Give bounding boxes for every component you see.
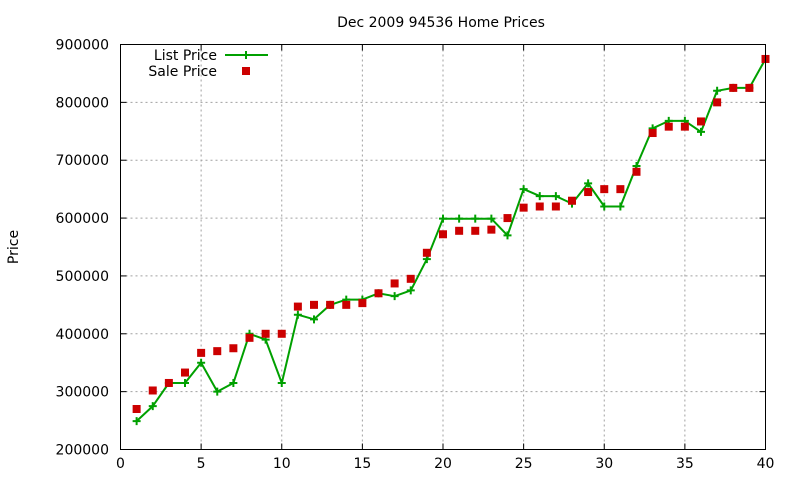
list-price-point	[406, 286, 415, 295]
sale-price-point	[358, 299, 367, 308]
sale-price-point	[197, 348, 206, 357]
sale-price-point	[487, 225, 496, 234]
legend-label: Sale Price	[148, 64, 217, 80]
series-layer	[132, 54, 770, 426]
list-price-point	[471, 214, 480, 223]
list-price-point	[181, 378, 189, 387]
sale-price-point	[713, 98, 722, 107]
list-price-point	[503, 231, 512, 240]
sale-price-point	[568, 196, 576, 205]
x-tick-label: 20	[434, 456, 452, 472]
y-tick-label: 700000	[56, 153, 109, 169]
series-sale-price	[132, 54, 770, 413]
axis-ticks: 0 5 10 15 20 25 30 35 40 200000 300000 400000 500000…	[56, 38, 775, 473]
list-price-point	[713, 86, 722, 95]
legend-swatch-marker	[242, 67, 250, 75]
x-tick-label: 5	[197, 456, 206, 472]
series-list-price	[132, 54, 770, 426]
list-price-point	[277, 378, 286, 387]
sale-price-point	[600, 185, 609, 194]
list-price-point	[293, 310, 302, 319]
list-price-point	[600, 202, 609, 211]
sale-price-point	[503, 214, 512, 223]
sale-price-point	[519, 203, 528, 212]
sale-price-point	[213, 347, 222, 356]
x-tick-label: 0	[116, 456, 125, 472]
sale-price-point	[664, 122, 673, 131]
sale-price-point	[245, 333, 254, 342]
x-tick-label: 30	[595, 456, 613, 472]
legend-label: List Price	[154, 48, 217, 64]
list-price-point	[455, 214, 464, 223]
sale-price-point	[293, 302, 302, 311]
list-price-point	[616, 202, 625, 211]
sale-price-point	[261, 329, 270, 338]
sale-price-point	[616, 185, 625, 194]
sale-price-point	[697, 117, 705, 126]
sale-price-point	[471, 226, 480, 235]
list-price-point	[439, 214, 447, 223]
sale-price-point	[310, 300, 318, 309]
list-price-point	[148, 402, 157, 411]
sale-price-point	[181, 368, 189, 377]
x-tick-label: 15	[353, 456, 371, 472]
sale-price-point	[326, 300, 335, 309]
x-tick-label: 35	[676, 456, 694, 472]
list-price-point	[487, 214, 496, 223]
sale-price-point	[406, 274, 415, 283]
list-price-point	[697, 127, 705, 136]
list-price-point	[229, 378, 238, 387]
sale-price-point	[680, 122, 689, 131]
y-tick-label: 600000	[56, 211, 109, 227]
sale-price-point	[584, 188, 593, 197]
sale-price-point	[455, 226, 464, 235]
list-price-point	[535, 192, 544, 201]
plot-frame	[120, 44, 766, 450]
sale-price-point	[229, 344, 238, 353]
list-price-point	[132, 417, 141, 426]
y-tick-label: 400000	[56, 327, 109, 343]
sale-price-point	[551, 202, 560, 211]
list-price-point	[519, 185, 528, 194]
sale-price-point	[648, 129, 657, 138]
y-tick-label: 900000	[56, 38, 109, 54]
sale-price-point	[439, 230, 447, 239]
sale-price-point	[342, 300, 351, 309]
y-axis-label: Price	[6, 230, 22, 264]
sale-price-point	[132, 405, 141, 413]
list-price-point	[551, 192, 560, 201]
sale-price-point	[148, 386, 157, 395]
list-price-line	[135, 58, 767, 422]
sale-price-point	[164, 378, 173, 387]
sale-price-point	[632, 167, 641, 176]
legend-swatch-marker	[242, 51, 250, 59]
list-price-point	[584, 179, 593, 188]
sale-price-point	[374, 289, 383, 298]
list-price-point	[310, 315, 318, 324]
y-tick-label: 200000	[56, 443, 109, 459]
y-tick-label: 300000	[56, 385, 109, 401]
sale-price-point	[535, 202, 544, 211]
x-tick-label: 25	[515, 456, 533, 472]
sale-price-point	[390, 279, 399, 288]
sale-price-point	[729, 83, 738, 92]
list-price-point	[390, 292, 399, 301]
sale-price-point	[422, 248, 431, 257]
sale-price-point	[745, 83, 754, 92]
list-price-point	[197, 358, 206, 367]
y-tick-label: 800000	[56, 95, 109, 111]
x-tick-label: 10	[273, 456, 291, 472]
chart-title: Dec 2009 94536 Home Prices	[337, 15, 545, 31]
y-tick-label: 500000	[56, 269, 109, 285]
sale-price-point	[277, 329, 286, 338]
x-tick-label: 40	[757, 456, 775, 472]
list-price-point	[213, 387, 222, 396]
